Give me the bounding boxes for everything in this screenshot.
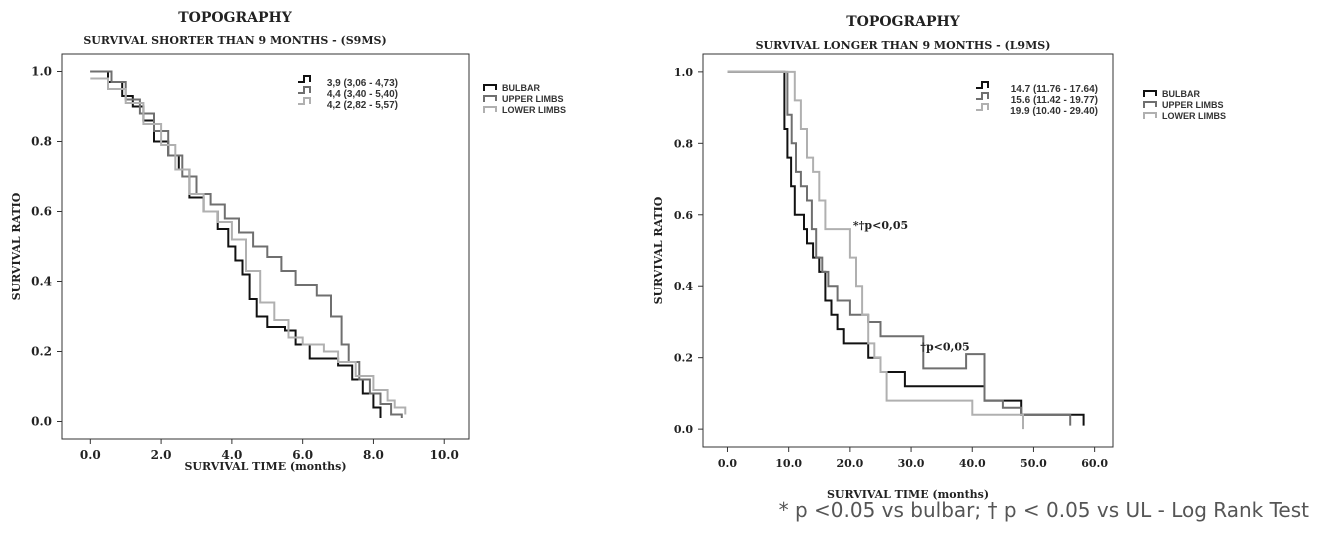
x-tick-label: 10.0 — [430, 448, 459, 462]
footnote: * p <0.05 vs bulbar; † p < 0.05 vs UL - … — [778, 498, 1309, 522]
series-line-lower-limbs — [727, 70, 1024, 430]
y-tick-label: 1.0 — [31, 65, 52, 79]
x-tick-label: 0.0 — [80, 448, 101, 462]
legend-label: UPPER LIMBS — [502, 94, 564, 104]
y-tick-label: 0.6 — [674, 209, 693, 222]
series-line-upper-limbs — [90, 70, 403, 418]
legend-swatch — [1143, 90, 1157, 97]
x-tick-label: 0.0 — [718, 457, 737, 470]
stats-glyph — [976, 103, 989, 111]
series-line-upper-limbs — [727, 70, 1072, 426]
median-stat: 14.7 (11.76 - 17.64) — [1011, 84, 1098, 95]
chart-2-plot-frame — [702, 53, 1114, 448]
chart-1-y-axis-label: SURVIVAL RATIO — [10, 192, 23, 300]
y-tick-label: 0.6 — [31, 205, 52, 219]
x-tick-label: 2.0 — [151, 448, 172, 462]
series-line-lower-limbs — [90, 77, 407, 415]
chart-1-subtitle: SURVIVAL SHORTER THAN 9 MONTHS - (S9MS) — [83, 34, 386, 47]
chart-2-x-axis-label: SURVIVAL TIME (months) — [827, 488, 989, 501]
chart-1-title: TOPOGRAPHY — [178, 10, 293, 26]
x-tick-label: 50.0 — [1020, 457, 1047, 470]
chart-1-plot-frame — [61, 53, 470, 440]
chart-1-x-axis-label: SURVIVAL TIME (months) — [184, 460, 346, 473]
x-tick-label: 20.0 — [836, 457, 863, 470]
x-tick-label: 8.0 — [363, 448, 384, 462]
median-stat: 15.6 (11.42 - 19.77) — [1011, 95, 1098, 106]
y-tick-label: 0.8 — [31, 135, 52, 149]
y-tick-label: 0.2 — [31, 345, 52, 359]
x-tick-label: 40.0 — [959, 457, 986, 470]
annotation-label: *†p<0,05 — [853, 219, 908, 232]
y-tick-label: 0.8 — [674, 137, 693, 150]
legend-swatch — [1143, 101, 1157, 108]
y-tick-label: 0.0 — [674, 423, 693, 436]
stats-glyph — [298, 97, 311, 105]
stats-glyph — [976, 92, 989, 100]
series-line-bulbar — [90, 70, 382, 418]
x-tick-label: 30.0 — [898, 457, 925, 470]
y-tick-label: 0.4 — [674, 280, 693, 293]
y-tick-label: 0.2 — [674, 352, 693, 365]
median-stat: 4,4 (3,40 - 5,40) — [327, 89, 398, 100]
legend-swatch — [483, 84, 497, 91]
chart-2-subtitle: SURVIVAL LONGER THAN 9 MONTHS - (L9MS) — [756, 39, 1051, 52]
legend-label: UPPER LIMBS — [1162, 100, 1224, 110]
stats-glyph — [976, 81, 989, 89]
legend-swatch — [1143, 112, 1157, 119]
chart-2-title: TOPOGRAPHY — [846, 14, 961, 30]
y-tick-label: 1.0 — [674, 66, 693, 79]
legend-label: BULBAR — [1162, 89, 1200, 99]
median-stat: 3,9 (3,06 - 4,73) — [327, 78, 398, 89]
legend-label: LOWER LIMBS — [1162, 111, 1226, 121]
annotation-label: †p<0,05 — [920, 341, 969, 354]
median-stat: 4,2 (2,82 - 5,57) — [327, 100, 398, 111]
x-tick-label: 10.0 — [775, 457, 802, 470]
stats-glyph — [298, 86, 311, 94]
chart-2-y-axis-label: SURVIVAL RATIO — [652, 196, 665, 304]
series-line-bulbar — [727, 70, 1085, 426]
median-stat: 19.9 (10.40 - 29.40) — [1010, 106, 1098, 117]
stats-glyph — [298, 75, 311, 83]
x-tick-label: 6.0 — [292, 448, 313, 462]
y-tick-label: 0.4 — [31, 275, 52, 289]
legend-swatch — [483, 95, 497, 102]
legend-swatch — [483, 106, 497, 113]
y-tick-label: 0.0 — [31, 415, 52, 429]
legend-label: LOWER LIMBS — [502, 105, 566, 115]
x-tick-label: 60.0 — [1081, 457, 1108, 470]
legend-label: BULBAR — [502, 83, 540, 93]
x-tick-label: 4.0 — [221, 448, 242, 462]
